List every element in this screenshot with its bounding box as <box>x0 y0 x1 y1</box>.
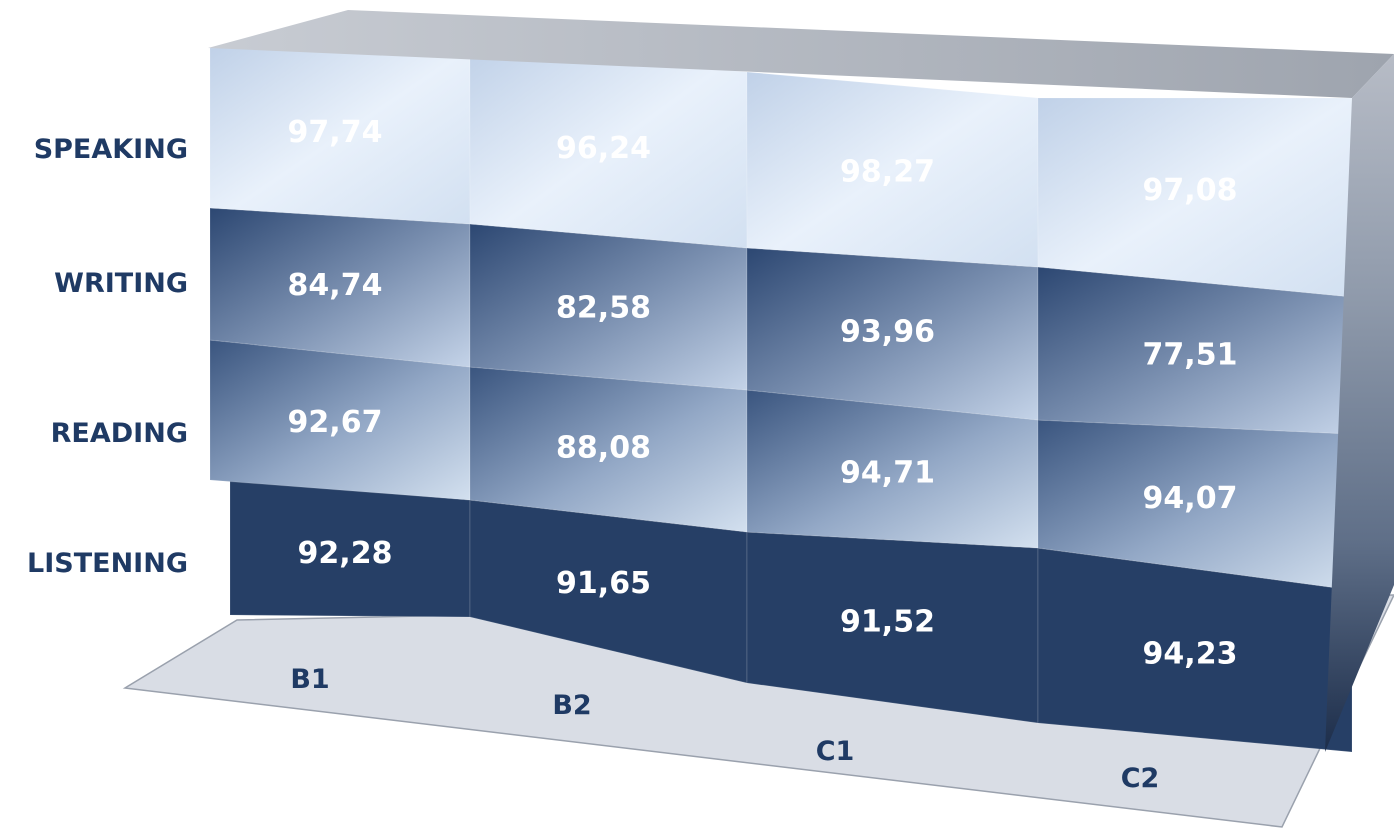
category-label-c1: C1 <box>816 736 855 767</box>
value-label: 94,07 <box>1143 481 1238 516</box>
right-side-face <box>1325 54 1394 752</box>
labels-group: 92,28 92,67 84,74 97,74 91,65 88,08 82,58 96,24… <box>27 115 1237 794</box>
value-label: 77,51 <box>1143 338 1238 373</box>
category-label-b1: B1 <box>290 664 329 695</box>
row-label-listening: LISTENING <box>27 548 188 579</box>
value-label: 96,24 <box>556 131 651 166</box>
row-label-speaking: SPEAKING <box>34 134 188 165</box>
row-label-reading: READING <box>51 418 188 449</box>
value-label: 97,08 <box>1143 173 1238 208</box>
value-label: 82,58 <box>556 290 651 325</box>
value-label: 91,65 <box>556 566 651 601</box>
value-label: 94,71 <box>840 456 935 491</box>
category-label-c2: C2 <box>1121 763 1160 794</box>
value-label: 94,23 <box>1143 636 1238 671</box>
blocks-group <box>209 47 1353 753</box>
value-label: 93,96 <box>840 314 935 349</box>
value-label: 92,67 <box>288 405 383 440</box>
category-label-b2: B2 <box>552 690 591 721</box>
value-label: 98,27 <box>840 154 935 189</box>
value-label: 88,08 <box>556 430 651 465</box>
value-label: 97,74 <box>288 115 383 150</box>
top-face <box>208 10 1394 98</box>
value-label: 84,74 <box>288 268 383 303</box>
value-label: 91,52 <box>840 605 935 640</box>
value-label: 92,28 <box>298 536 393 571</box>
row-label-writing: WRITING <box>54 268 188 299</box>
